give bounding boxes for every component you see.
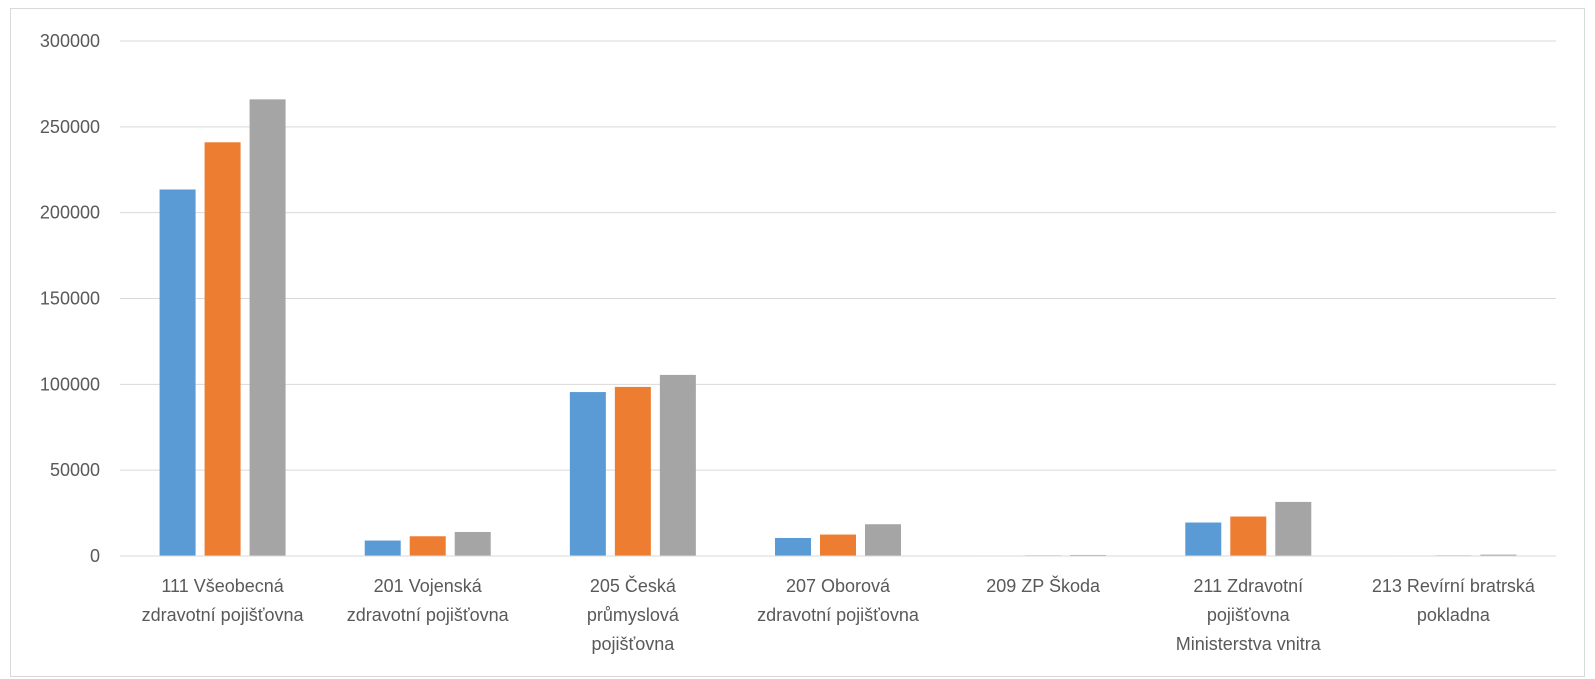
bar bbox=[614, 386, 651, 556]
bar bbox=[820, 534, 856, 556]
x-category-label: zdravotní pojišťovna bbox=[347, 605, 510, 625]
y-axis-tick-labels: 0 50000 100000 150000 200000 250000 300000 bbox=[40, 31, 100, 566]
x-category-label: zdravotní pojišťovna bbox=[142, 605, 305, 625]
bar bbox=[569, 392, 606, 556]
y-tick-label: 250000 bbox=[40, 117, 100, 137]
bar bbox=[1185, 522, 1222, 556]
bar bbox=[1230, 516, 1267, 556]
bar bbox=[364, 540, 401, 556]
y-tick-label: 300000 bbox=[40, 31, 100, 51]
x-category-label: 211 Zdravotní bbox=[1193, 576, 1303, 596]
x-category-label: pojišťovna bbox=[591, 634, 675, 654]
x-category-label: 205 Česká bbox=[590, 575, 677, 596]
bar bbox=[865, 524, 901, 556]
x-category-label: Ministerstva vnitra bbox=[1176, 634, 1322, 654]
x-category-label: 213 Revírní bratrská bbox=[1372, 576, 1536, 596]
bar bbox=[454, 531, 491, 556]
bar bbox=[204, 142, 241, 557]
bars bbox=[159, 99, 1517, 557]
x-category-label: 201 Vojenská bbox=[374, 576, 483, 596]
bar bbox=[775, 537, 811, 556]
y-tick-label: 50000 bbox=[50, 460, 100, 480]
bar bbox=[249, 99, 286, 556]
x-category-label: 209 ZP Škoda bbox=[986, 575, 1101, 596]
bar bbox=[1070, 554, 1107, 556]
bar bbox=[1275, 501, 1312, 556]
x-category-label: pokladna bbox=[1417, 605, 1491, 625]
x-category-label: pojišťovna bbox=[1207, 605, 1291, 625]
x-category-label: 111 Všeobecná bbox=[161, 576, 284, 596]
y-tick-label: 100000 bbox=[40, 374, 100, 394]
x-category-label: 207 Oborová bbox=[786, 576, 891, 596]
x-category-label: průmyslová bbox=[587, 605, 680, 625]
gridlines bbox=[120, 40, 1556, 471]
x-category-label: zdravotní pojišťovna bbox=[757, 605, 920, 625]
bar bbox=[159, 189, 196, 556]
bar bbox=[1480, 554, 1517, 556]
y-tick-label: 200000 bbox=[40, 203, 100, 223]
y-tick-label: 0 bbox=[90, 546, 100, 566]
bar bbox=[659, 374, 696, 556]
y-tick-label: 150000 bbox=[40, 289, 100, 309]
x-axis-category-labels: 111 Všeobecná zdravotní pojišťovna 201 Voj… bbox=[142, 575, 1536, 654]
bar bbox=[409, 536, 446, 556]
